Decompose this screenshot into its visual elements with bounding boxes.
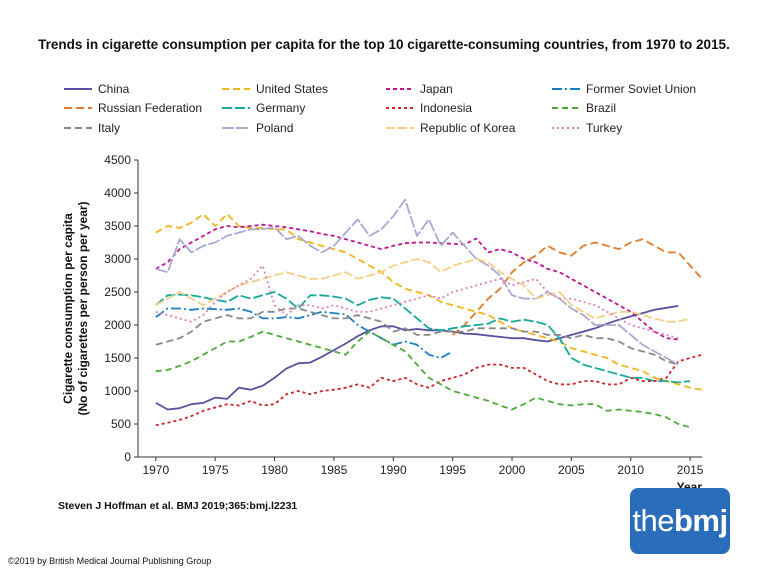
legend-item-russian-federation: Russian Federation <box>64 101 202 115</box>
x-tick-label: 1990 <box>380 463 407 477</box>
bmj-logo[interactable]: the bmj <box>630 488 730 554</box>
logo-text-the: the <box>632 503 674 538</box>
citation: Steven J Hoffman et al. BMJ 2019;365:bmj… <box>58 500 298 512</box>
x-tick-label: 1975 <box>202 463 229 477</box>
y-tick-label: 4000 <box>104 186 131 200</box>
y-axis-label: Cigarette consumption per capita(No of c… <box>61 201 90 415</box>
y-tick-label: 0 <box>124 450 131 464</box>
legend-label: China <box>98 82 130 96</box>
chart-title: Trends in cigarette consumption per capi… <box>38 37 730 52</box>
legend-label: Poland <box>256 121 293 135</box>
legend-label: Former Soviet Union <box>586 82 696 96</box>
line-chart: China United States Japan Former Soviet Uni… <box>61 82 704 494</box>
y-axis-label-line1: Cigarette consumption per capita <box>61 213 75 404</box>
y-tick-label: 1500 <box>104 351 131 365</box>
legend-label: Turkey <box>586 121 622 135</box>
series-line-poland <box>155 198 679 366</box>
legend-item-turkey: Turkey <box>552 121 622 135</box>
legend-item-germany: Germany <box>222 101 305 115</box>
y-tick-label: 1000 <box>104 384 131 398</box>
series-line-italy <box>155 307 679 366</box>
legend-label: Indonesia <box>420 101 472 115</box>
x-tick-label: 2005 <box>558 463 585 477</box>
series-line-germany <box>155 291 691 384</box>
series-line-brazil <box>155 330 691 429</box>
x-tick-label: 2015 <box>677 463 704 477</box>
x-tick-label: 1985 <box>321 463 348 477</box>
legend-item-china: China <box>64 82 130 96</box>
legend-label: Republic of Korea <box>420 121 516 135</box>
series-line-japan <box>155 223 679 341</box>
y-tick-label: 2500 <box>104 285 131 299</box>
y-axis-label-line2: (No of cigarettes per person per year) <box>76 201 90 415</box>
x-tick-label: 1980 <box>261 463 288 477</box>
logo-text-bmj: bmj <box>673 503 728 538</box>
legend-item-united-states: United States <box>222 82 328 96</box>
legend: China United States Japan Former Soviet Uni… <box>64 82 696 135</box>
legend-label: Japan <box>420 82 453 96</box>
legend-item-poland: Poland <box>222 121 293 135</box>
series-layer <box>155 198 703 429</box>
legend-item-republic-of-korea: Republic of Korea <box>386 121 516 135</box>
x-tick-label: 2000 <box>499 463 526 477</box>
axes: 0 500 1000 1500 2000 2500 3000 3500 4000 4500 1970… <box>61 153 704 494</box>
y-tick-label: 4500 <box>104 153 131 167</box>
x-tick-label: 1970 <box>142 463 169 477</box>
x-tick-label: 2010 <box>617 463 644 477</box>
y-tick-label: 3000 <box>104 252 131 266</box>
series-line-united-states <box>155 213 703 391</box>
legend-label: Italy <box>98 121 120 135</box>
legend-item-japan: Japan <box>386 82 453 96</box>
y-tick-label: 500 <box>111 417 131 431</box>
legend-item-italy: Italy <box>64 121 120 135</box>
y-tick-label: 3500 <box>104 219 131 233</box>
legend-item-brazil: Brazil <box>552 101 616 115</box>
series-line-turkey <box>155 264 679 340</box>
legend-item-indonesia: Indonesia <box>386 101 472 115</box>
series-line-russian-federation <box>452 238 703 336</box>
series-line-former-soviet-union <box>155 307 454 359</box>
legend-label: Brazil <box>586 101 616 115</box>
legend-label: United States <box>256 82 328 96</box>
legend-label: Germany <box>256 101 305 115</box>
series-line-indonesia <box>155 353 703 427</box>
copyright-notice: ©2019 by British Medical Journal Publish… <box>8 556 212 566</box>
x-tick-label: 1995 <box>439 463 466 477</box>
series-line-china <box>155 305 679 411</box>
y-tick-label: 2000 <box>104 318 131 332</box>
legend-item-former-soviet-union: Former Soviet Union <box>552 82 696 96</box>
legend-label: Russian Federation <box>98 101 202 115</box>
series-line-republic-of-korea <box>155 258 691 323</box>
